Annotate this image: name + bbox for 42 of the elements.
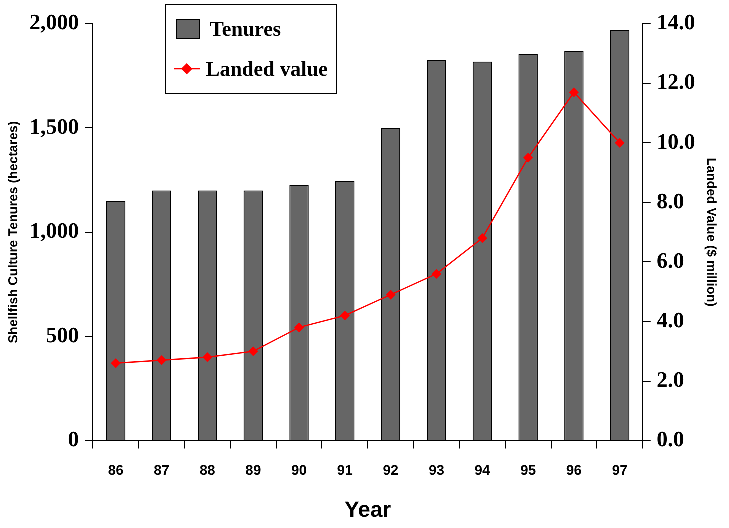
point [524,153,534,163]
y2-tick-label: 4.0 [656,307,684,332]
x-tick-label: 86 [108,462,124,478]
point [294,323,304,332]
x-tick-label: 93 [428,462,445,478]
y-axis-title: Shellfish Culture Tenures (hectares) [5,121,20,344]
x-axis-title: Year [344,496,392,522]
y2-tick-label: 6.0 [656,248,684,273]
point [202,352,212,362]
x-tick-label: 88 [200,462,216,478]
point [432,269,442,279]
x-tick-label: 87 [154,462,170,478]
point [248,346,258,356]
y-tick-label: 1,500 [30,114,80,139]
y-tick-label: 2,000 [30,10,80,35]
legend-label: Landed value [206,56,328,82]
x-tick-label: 92 [383,462,399,478]
point [157,356,166,366]
point [386,290,396,300]
legend-label: Tenures [210,16,282,42]
point [340,311,350,320]
y2-tick-label: 2.0 [656,366,684,392]
x-tick-label: 91 [337,462,354,478]
x-tick-label: 97 [612,462,628,478]
y2-tick-label: 10.0 [656,128,696,154]
x-tick-label: 90 [291,462,308,478]
y2-tick-label: 8.0 [656,188,684,214]
y2-tick-label: 14.0 [656,10,696,35]
y-tick-label: 0 [68,426,80,452]
y2-axis-title: Landed Value ($ million) [704,158,720,307]
y-tick-label: 500 [46,322,80,348]
y-tick-label: 1,000 [30,218,80,244]
point [478,234,488,244]
point [111,358,121,368]
y2-tick-label: 12.0 [656,69,696,94]
x-tick-label: 94 [474,462,491,478]
x-tick-label: 96 [566,462,582,478]
point [615,138,625,148]
x-tick-label: 89 [246,462,262,478]
point [570,88,579,98]
x-tick-label: 95 [520,462,536,478]
y2-tick-label: 0.0 [656,426,684,452]
